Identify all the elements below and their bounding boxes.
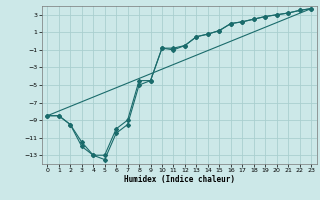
X-axis label: Humidex (Indice chaleur): Humidex (Indice chaleur) xyxy=(124,175,235,184)
